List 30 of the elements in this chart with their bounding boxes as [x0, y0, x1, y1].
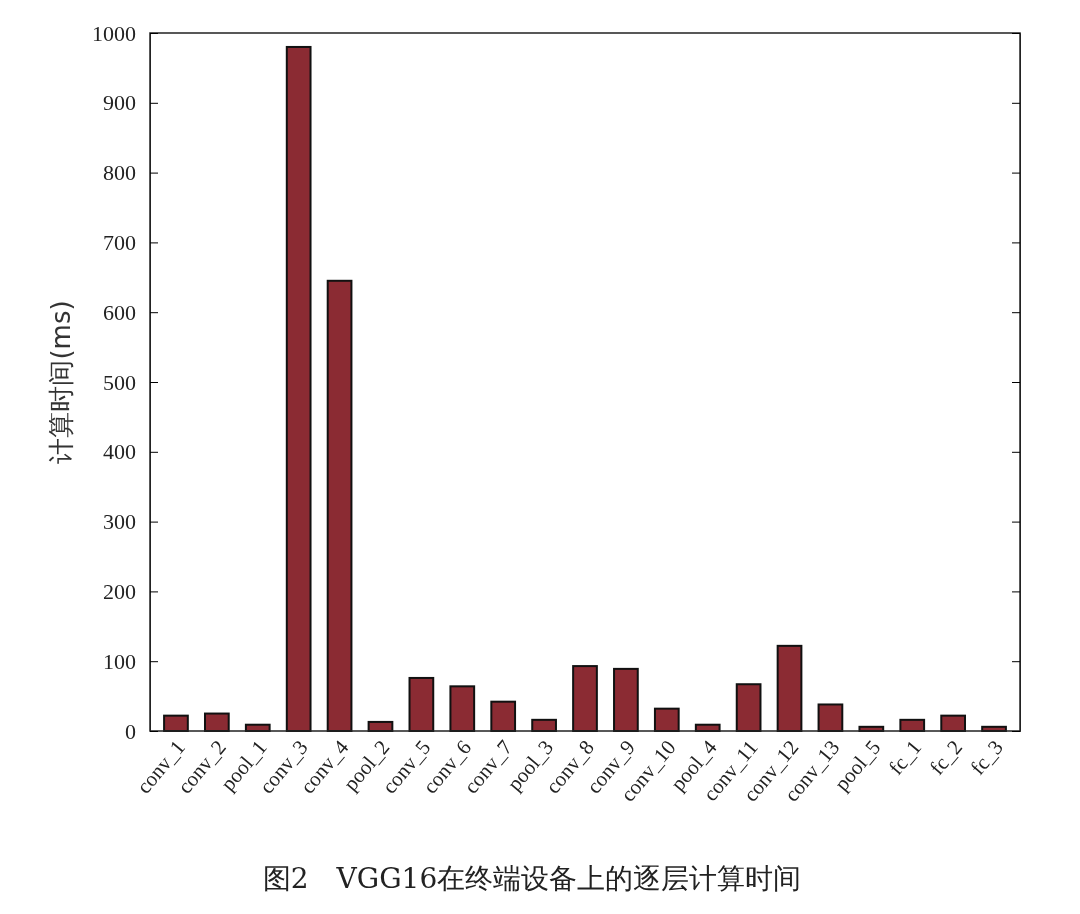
bar [326, 279, 353, 732]
y-tick-label: 400 [103, 439, 136, 465]
bar [940, 714, 966, 732]
bar [204, 712, 230, 732]
bar [613, 667, 639, 732]
bar [285, 45, 312, 732]
bar [490, 700, 517, 732]
bar [572, 665, 598, 732]
bar [163, 714, 189, 732]
y-tick-label: 600 [103, 299, 136, 325]
y-tick-label: 900 [103, 90, 136, 116]
bar [449, 685, 476, 732]
x-tick-label: fc_2 [924, 735, 968, 780]
bar [408, 676, 435, 732]
y-tick-label: 100 [103, 648, 136, 674]
x-tick-label: fc_1 [883, 735, 927, 780]
y-tick-label: 800 [103, 160, 136, 186]
y-tick-label: 500 [103, 369, 136, 395]
x-tick-label: fc_3 [965, 735, 1008, 780]
bar [735, 683, 762, 732]
bar [817, 703, 844, 732]
y-tick-label: 300 [103, 509, 136, 535]
y-axis-title: 计算时间(ms) [46, 300, 76, 464]
y-tick-label: 700 [103, 229, 136, 255]
text: 图2 VGG16在终端设备上的逐层计算时间 [262, 862, 802, 895]
y-tick-label: 1000 [92, 20, 136, 46]
bar [653, 707, 680, 732]
y-tick-label: 200 [103, 578, 136, 604]
bar [776, 644, 803, 732]
y-tick-label: 0 [125, 718, 136, 744]
